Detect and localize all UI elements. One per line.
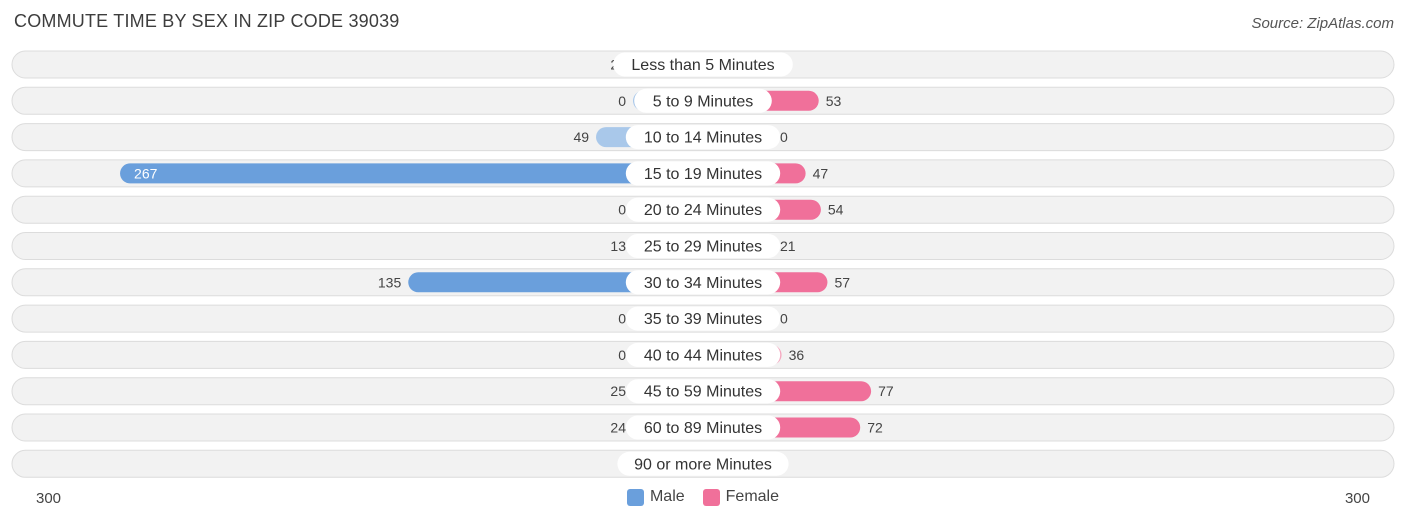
category-label: 15 to 19 Minutes (644, 166, 762, 183)
legend-item-female: Female (702, 488, 780, 506)
female-value-label: 57 (834, 274, 850, 290)
male-value-label: 0 (618, 202, 626, 218)
male-value-label: 25 (610, 383, 626, 399)
category-pill (625, 342, 781, 367)
category-label: Less than 5 Minutes (631, 57, 774, 74)
male-value-label: 24 (610, 420, 626, 436)
legend-item-male: Male (626, 488, 685, 506)
category-pill (625, 415, 781, 440)
female-value-label: 0 (780, 129, 788, 145)
female-value-label: 47 (813, 165, 829, 181)
female-value-label: 36 (789, 347, 805, 363)
legend-label-female: Female (725, 488, 780, 505)
category-pill (625, 379, 781, 404)
female-value-label: 21 (780, 238, 796, 254)
category-label: 60 to 89 Minutes (644, 420, 762, 437)
male-value-label: 267 (134, 165, 158, 181)
category-label: 30 to 34 Minutes (644, 275, 762, 292)
chart-title: COMMUTE TIME BY SEX IN ZIP CODE 39039 (14, 11, 400, 31)
category-pill (625, 197, 781, 222)
female-value-label: 54 (828, 202, 844, 218)
male-value-label: 13 (610, 238, 626, 254)
source-note: Source: ZipAtlas.com (1251, 15, 1394, 32)
category-pill (625, 125, 781, 150)
legend-swatch-female (702, 488, 720, 506)
male-value-label: 135 (378, 274, 402, 290)
category-label: 20 to 24 Minutes (644, 202, 762, 219)
female-value-label: 77 (878, 383, 894, 399)
category-label: 90 or more Minutes (634, 456, 772, 473)
legend-label-male: Male (649, 488, 685, 505)
legend-swatch-male (626, 488, 644, 506)
category-pill (617, 451, 789, 476)
category-pill (625, 306, 781, 331)
female-value-label: 53 (826, 93, 842, 109)
female-value-label: 0 (780, 311, 788, 327)
category-pill (625, 234, 781, 258)
axis-left-label: 300 (36, 490, 62, 507)
category-label: 5 to 9 Minutes (653, 93, 754, 110)
male-value-label: 0 (618, 93, 626, 109)
axis-right-label: 300 (1344, 490, 1370, 507)
category-label: 40 to 44 Minutes (644, 347, 762, 364)
male-bar (120, 163, 704, 184)
category-pill (625, 270, 781, 295)
male-value-label: 49 (573, 129, 589, 145)
category-pill (634, 88, 772, 113)
male-value-label: 0 (618, 347, 626, 363)
category-label: 45 to 59 Minutes (644, 384, 762, 401)
category-label: 35 to 39 Minutes (644, 311, 762, 328)
female-value-label: 72 (867, 420, 883, 436)
male-value-label: 0 (618, 311, 626, 327)
category-label: 10 to 14 Minutes (644, 130, 762, 147)
category-pill (625, 161, 781, 186)
category-pill (613, 52, 793, 77)
category-label: 25 to 29 Minutes (644, 239, 762, 256)
legend: Male Female (0, 488, 1406, 506)
